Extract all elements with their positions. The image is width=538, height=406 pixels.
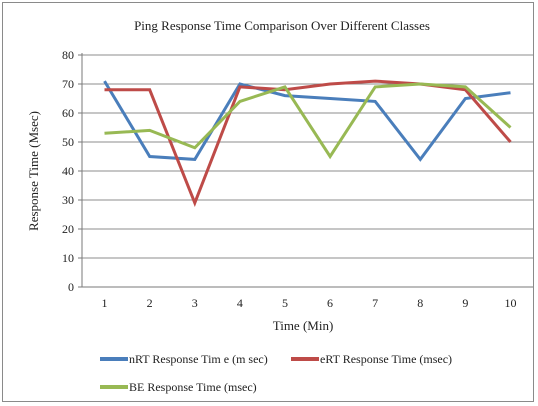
y-tick-label-30: 30 [62,193,74,207]
y-tick-label-80: 80 [62,48,74,62]
legend: nRT Response Tim e (m sec) eRT Response T… [100,352,452,394]
series-line-1 [103,80,511,162]
x-tick-label-10: 10 [504,296,516,310]
y-tick-label-70: 70 [62,77,74,91]
x-tick-label-7: 7 [372,296,378,310]
x-tick-label-9: 9 [462,296,468,310]
y-axis-label: Response Time (Msec) [26,111,41,231]
x-tick-label-3: 3 [192,296,198,310]
x-tick-label-4: 4 [237,296,243,310]
x-tick-label-5: 5 [282,296,288,310]
x-axis-label: Time (Min) [273,318,334,333]
x-tick-label-6: 6 [327,296,333,310]
x-tick-label-2: 2 [147,296,153,310]
axes [78,53,533,288]
series-lines [103,79,512,207]
x-tick-label-8: 8 [417,296,423,310]
y-tick-label-0: 0 [68,280,74,294]
chart-frame [2,2,534,402]
legend-label-2: eRT Response Time (msec) [320,352,452,366]
y-tick-label-10: 10 [62,251,74,265]
x-tick-label-1: 1 [102,296,108,310]
x-tick-labels: 1 2 3 4 5 6 7 8 9 10 [102,296,517,310]
series-line-3 [104,82,512,160]
y-tick-label-20: 20 [62,222,74,236]
y-tick-labels: 0 10 20 30 40 50 60 70 80 [62,48,74,294]
legend-label-1: nRT Response Tim e (m sec) [129,352,268,366]
chart-title: Ping Response Time Comparison Over Diffe… [134,18,430,33]
y-tick-label-50: 50 [62,135,74,149]
gridlines [82,54,533,259]
legend-label-3: BE Response Time (msec) [129,380,257,394]
y-tick-label-60: 60 [62,106,74,120]
y-tick-label-40: 40 [62,164,74,178]
